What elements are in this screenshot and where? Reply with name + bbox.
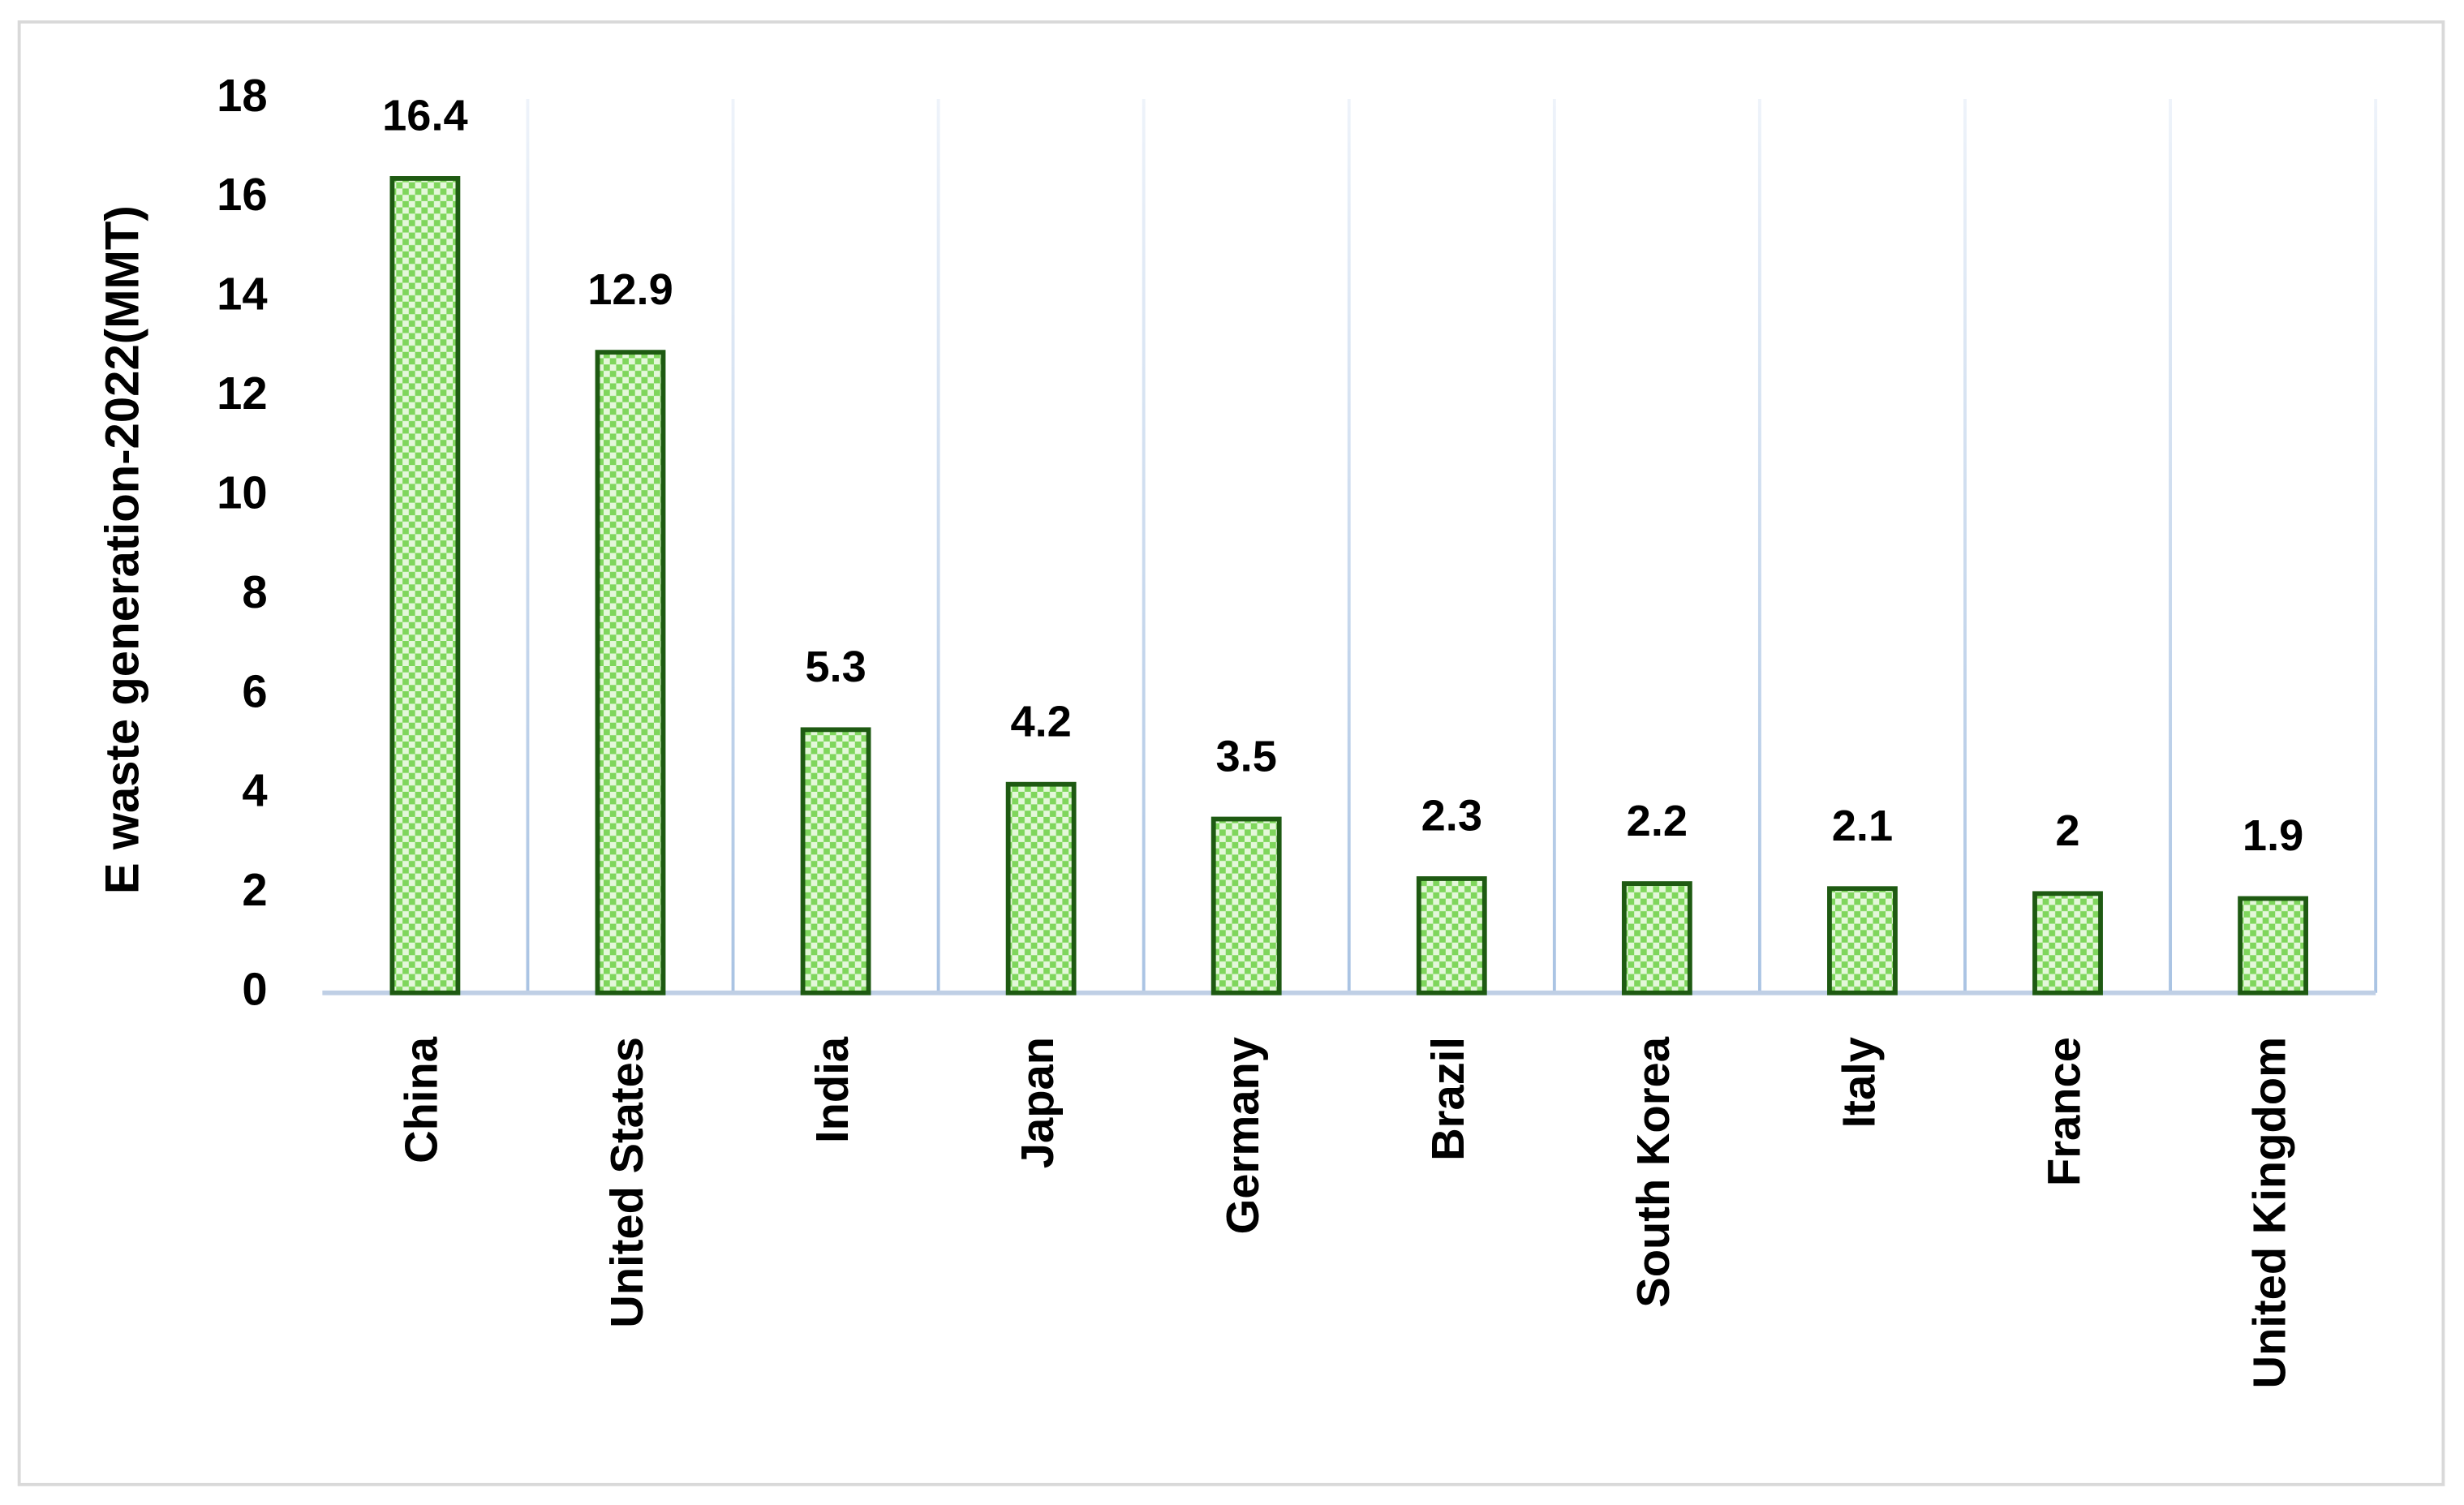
bar (2238, 896, 2309, 995)
data-label: 2.3 (1421, 792, 1482, 841)
x-tick-label: United Kingdom (2243, 1037, 2294, 1388)
y-tick-label: 18 (217, 70, 267, 121)
x-tick-label: China (396, 1036, 447, 1163)
grid-line (936, 98, 940, 993)
grid-line (2169, 98, 2173, 993)
x-tick-label: India (806, 1036, 858, 1143)
bar (1827, 886, 1898, 995)
grid-line (2374, 98, 2378, 993)
data-label: 4.2 (1010, 697, 1071, 746)
bar (595, 350, 666, 995)
bar (800, 727, 871, 995)
bar (1416, 876, 1487, 995)
grid-line (1552, 98, 1556, 993)
x-tick-label: South Korea (1628, 1036, 1679, 1308)
grid-line (731, 98, 735, 993)
data-label: 1.9 (2243, 811, 2303, 860)
grid-line (1757, 98, 1761, 993)
bar (1005, 781, 1077, 995)
grid-line (1142, 98, 1146, 993)
y-tick-label: 2 (242, 864, 267, 915)
bar (1621, 881, 1692, 995)
x-tick-label: Brazil (1422, 1037, 1473, 1161)
bar (1210, 816, 1282, 995)
y-tick-label: 12 (217, 368, 267, 419)
y-tick-label: 10 (217, 467, 267, 518)
x-tick-label: United States (601, 1037, 652, 1328)
grid-line (1963, 98, 1967, 993)
x-tick-label: France (2038, 1037, 2089, 1186)
x-tick-label: Italy (1833, 1037, 1884, 1128)
data-label: 5.3 (805, 643, 866, 691)
data-label: 2.1 (1832, 802, 1893, 850)
bar (389, 176, 461, 995)
y-tick-label: 8 (242, 566, 267, 617)
y-tick-label: 0 (242, 964, 267, 1015)
bar (2032, 891, 2103, 995)
data-label: 12.9 (587, 265, 673, 314)
y-axis-title: E waste generation-2022(MMT) (97, 205, 149, 894)
grid-line (526, 98, 530, 993)
y-tick-label: 14 (217, 269, 267, 320)
x-tick-label: Germany (1217, 1037, 1268, 1234)
x-tick-label: Japan (1012, 1037, 1063, 1168)
data-label: 2 (2055, 806, 2079, 855)
y-tick-label: 4 (242, 765, 267, 816)
data-label: 3.5 (1216, 732, 1277, 780)
y-tick-label: 6 (242, 665, 267, 716)
y-tick-label: 16 (217, 169, 267, 220)
data-label: 2.2 (1627, 797, 1688, 845)
data-label: 16.4 (382, 92, 468, 140)
grid-line (1347, 98, 1351, 993)
